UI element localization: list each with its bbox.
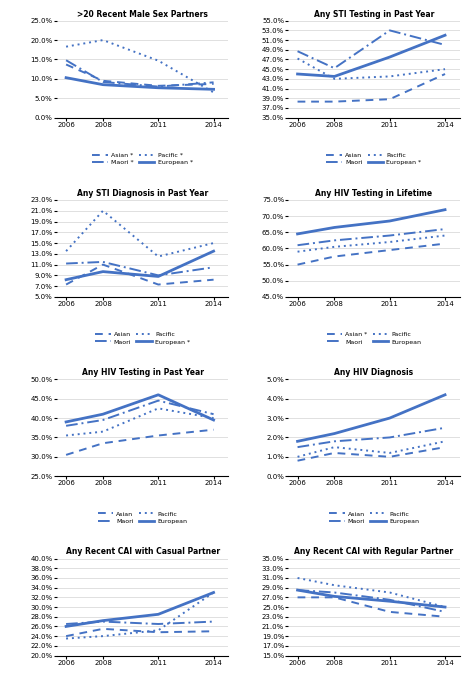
Legend: Asian, Maori, Pacific, European *: Asian, Maori, Pacific, European * [324,150,424,168]
Title: Any HIV Testing in Past Year: Any HIV Testing in Past Year [82,368,204,377]
Title: Any Recent CAI with Casual Partner: Any Recent CAI with Casual Partner [65,547,219,556]
Title: Any HIV Diagnosis: Any HIV Diagnosis [335,368,414,377]
Legend: Asian, Maori, Pacific, European *: Asian, Maori, Pacific, European * [92,329,192,347]
Legend: Asian, Maori *, Pacific, European *: Asian, Maori *, Pacific, European * [90,688,195,690]
Legend: Asian *, Maori, Pacific, European: Asian *, Maori, Pacific, European [324,329,424,347]
Title: Any STI Diagnosis in Past Year: Any STI Diagnosis in Past Year [77,189,208,198]
Title: Any STI Testing in Past Year: Any STI Testing in Past Year [314,10,434,19]
Title: >20 Recent Male Sex Partners: >20 Recent Male Sex Partners [77,10,208,19]
Legend: Asian, Maori, Pacific, European: Asian, Maori, Pacific, European [95,509,190,526]
Title: Any Recent CAI with Regular Partner: Any Recent CAI with Regular Partner [294,547,454,556]
Title: Any HIV Testing in Lifetime: Any HIV Testing in Lifetime [316,189,433,198]
Legend: Asian, Maori, Pacific, European: Asian, Maori, Pacific, European [327,688,421,690]
Legend: Asian, Maori, Pacific, European: Asian, Maori, Pacific, European [327,509,421,526]
Legend: Asian *, Maori *, Pacific *, European *: Asian *, Maori *, Pacific *, European * [90,150,195,168]
